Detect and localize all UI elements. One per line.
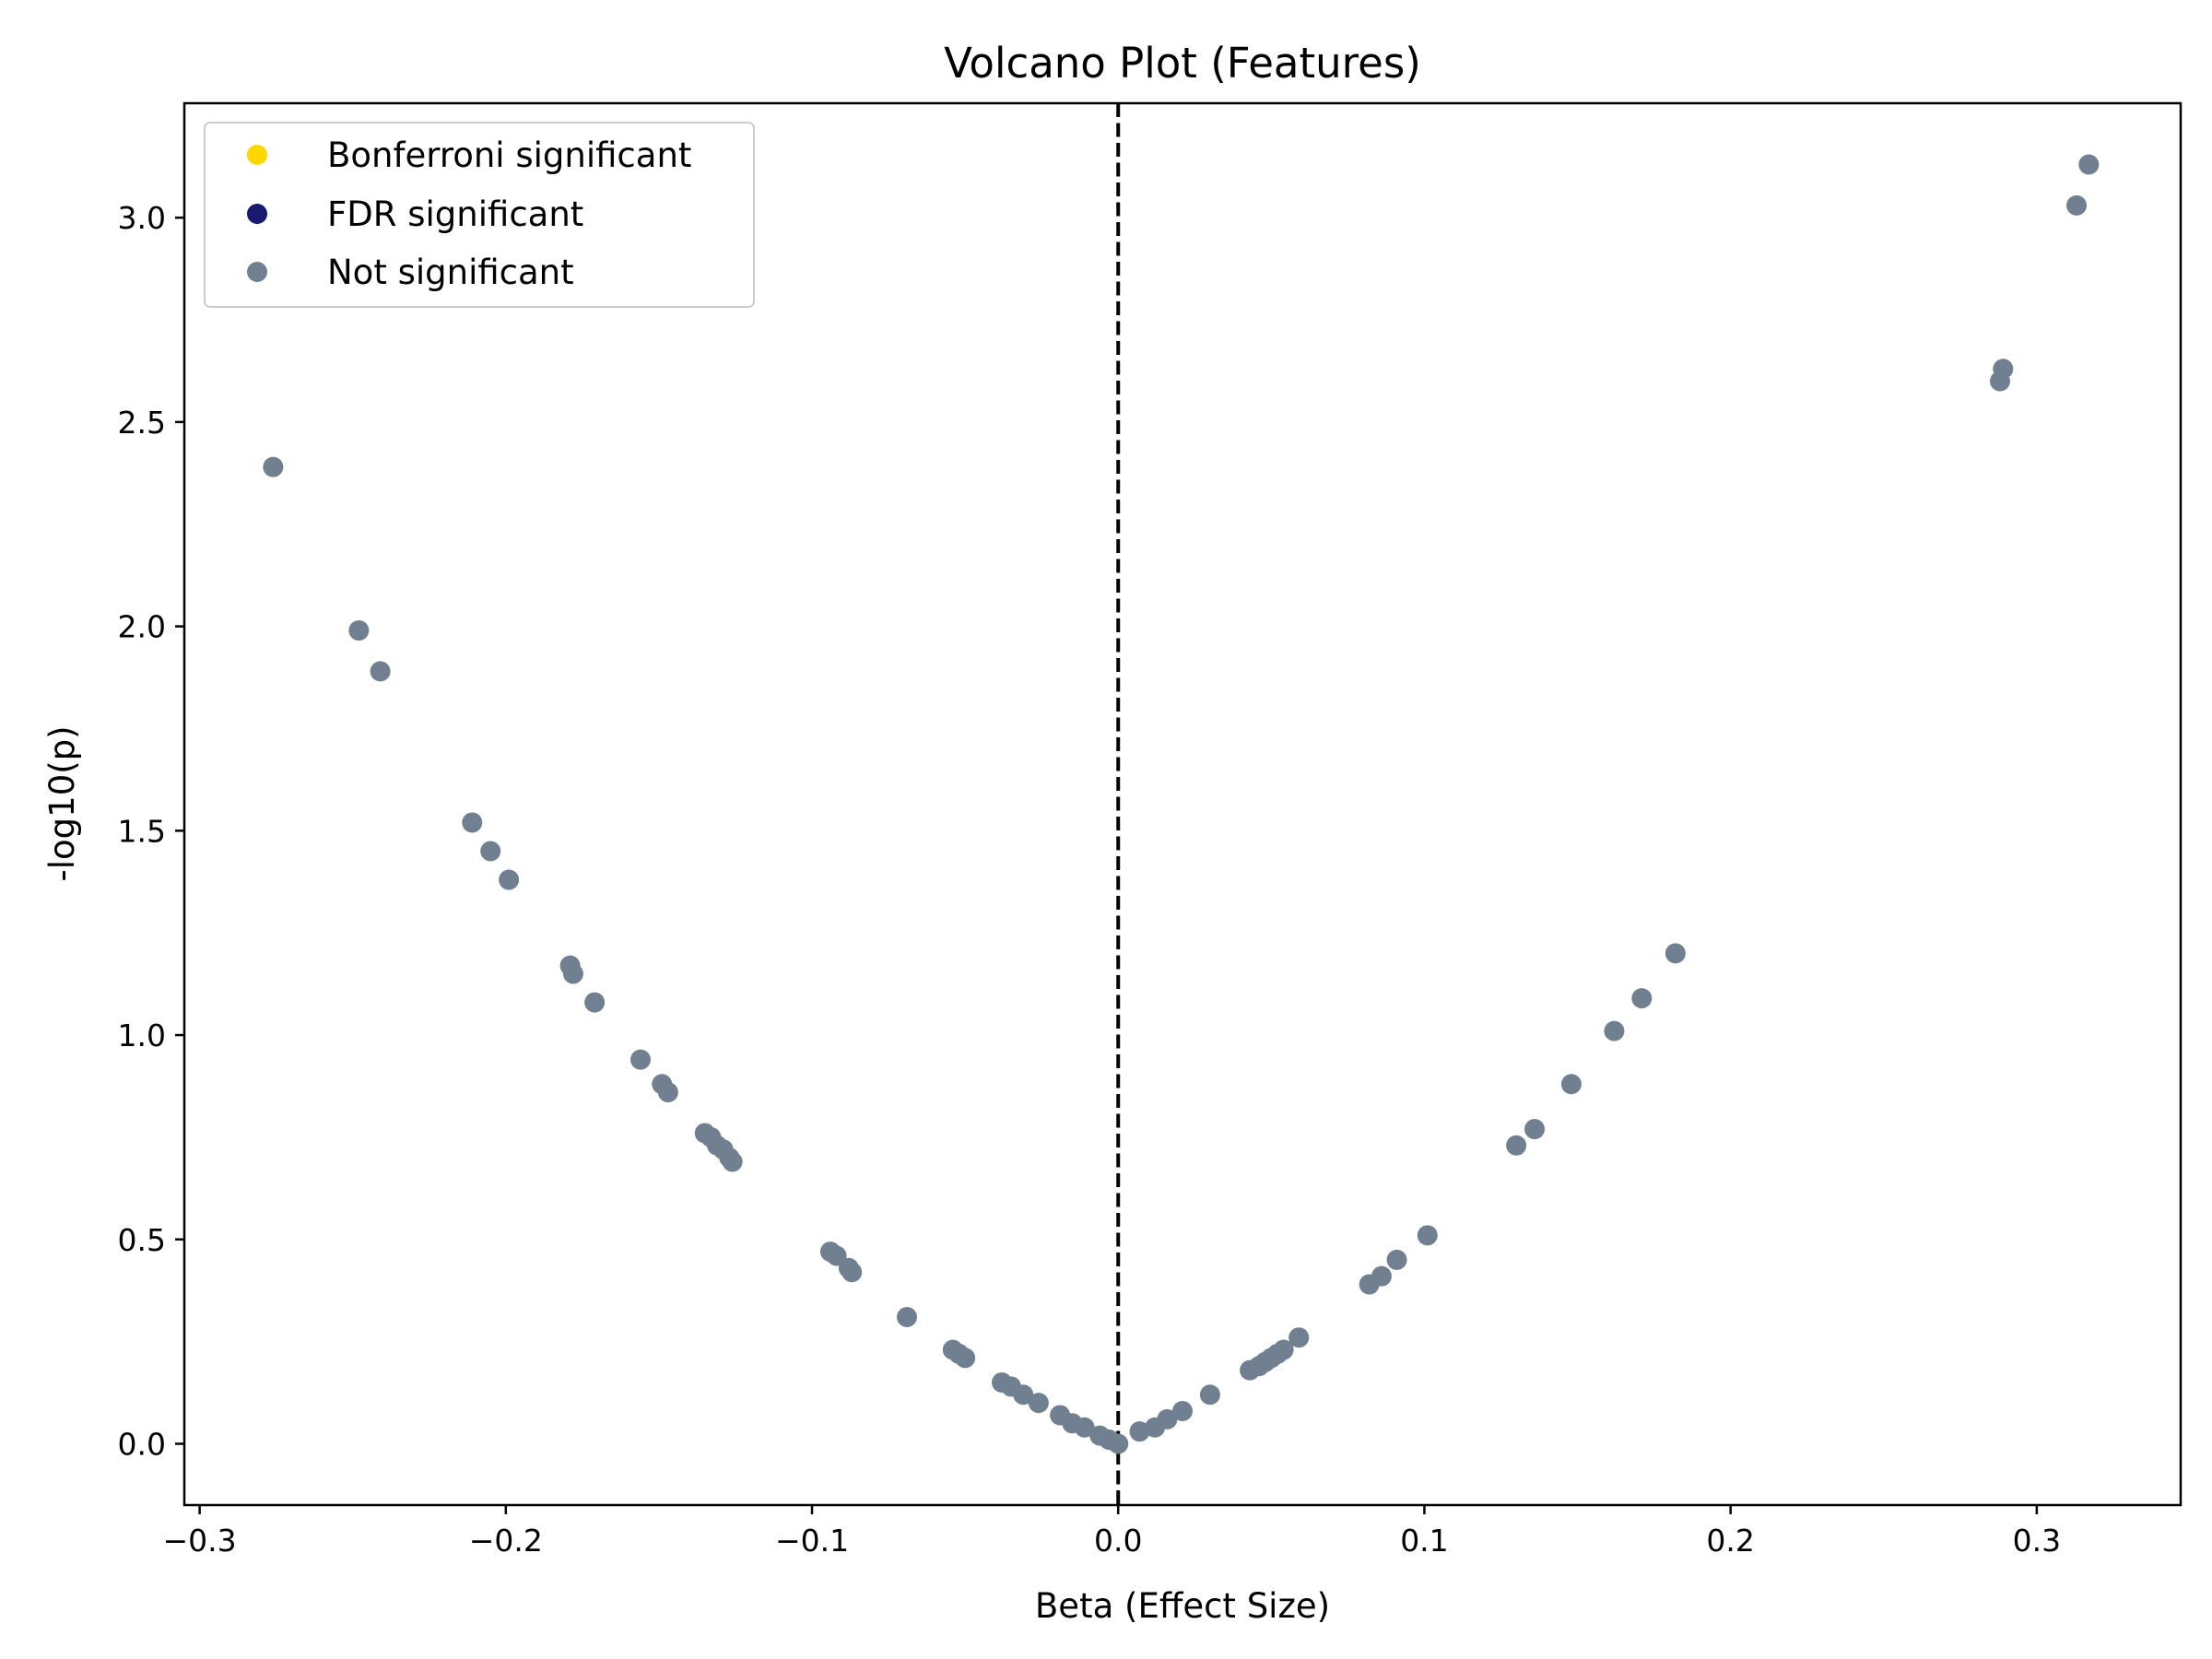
x-tick-label: 0.2: [1706, 1523, 1754, 1559]
point-not-significant-19: [826, 1245, 847, 1266]
point-not-significant-32: [1074, 1417, 1095, 1438]
legend-label-fdr: FDR significant: [327, 194, 583, 234]
y-tick-label: 2.0: [118, 609, 166, 645]
point-not-significant-22: [897, 1307, 918, 1328]
point-not-significant-28: [1013, 1384, 1034, 1406]
point-not-significant-56: [1631, 988, 1653, 1009]
point-not-significant-54: [1560, 1074, 1582, 1095]
point-not-significant-40: [1199, 1384, 1220, 1406]
point-not-significant-21: [841, 1262, 863, 1283]
plot-frame: [182, 101, 2183, 1507]
y-tick-label: 2.5: [118, 405, 166, 441]
point-not-significant-9: [629, 1049, 651, 1070]
point-not-significant-38: [1157, 1408, 1178, 1430]
point-not-significant-59: [1993, 359, 2014, 380]
point-not-significant-39: [1172, 1401, 1193, 1422]
point-not-significant-17: [722, 1151, 743, 1172]
x-tick-label: −0.2: [469, 1523, 543, 1559]
point-not-significant-5: [499, 869, 520, 890]
point-not-significant-11: [657, 1082, 678, 1103]
point-not-significant-47: [1288, 1327, 1310, 1348]
point-not-significant-50: [1386, 1249, 1407, 1270]
point-not-significant-60: [2066, 194, 2088, 216]
point-not-significant-29: [1028, 1393, 1049, 1414]
x-axis: −0.3 −0.2 −0.1 0.0 0.1 0.2 0.3: [163, 1505, 2061, 1559]
point-not-significant-35: [1108, 1433, 1129, 1454]
x-tick-label: 0.1: [1400, 1523, 1448, 1559]
x-tick-label: 0.0: [1094, 1523, 1142, 1559]
point-not-significant-57: [1665, 943, 1686, 964]
point-not-significant-1: [348, 620, 370, 641]
point-not-significant-8: [584, 992, 606, 1013]
legend-frame: [204, 122, 755, 308]
y-tick-label: 1.5: [118, 813, 166, 849]
legend-marker-bonferroni: [247, 145, 267, 165]
legend-marker-not-significant: [247, 262, 267, 282]
y-tick-label: 0.0: [118, 1426, 166, 1462]
point-not-significant-55: [1604, 1020, 1625, 1041]
y-tick-label: 3.0: [118, 200, 166, 236]
legend-label-not-significant: Not significant: [327, 253, 574, 292]
point-not-significant-36: [1129, 1421, 1150, 1442]
legend-label-bonferroni: Bonferroni significant: [327, 135, 691, 175]
x-tick-label: −0.3: [163, 1523, 237, 1559]
point-not-significant-46: [1273, 1339, 1294, 1360]
legend-marker-fdr: [247, 204, 267, 224]
point-not-significant-7: [562, 963, 583, 984]
x-tick-label: 0.3: [2013, 1523, 2061, 1559]
point-not-significant-2: [370, 661, 391, 682]
y-axis-title: -log10(p): [42, 725, 82, 881]
point-not-significant-61: [2078, 154, 2100, 175]
point-not-significant-0: [263, 456, 284, 477]
point-not-significant-52: [1506, 1135, 1527, 1156]
point-not-significant-51: [1417, 1225, 1438, 1246]
point-not-significant-4: [480, 841, 501, 862]
point-not-significant-49: [1371, 1265, 1392, 1287]
x-axis-title: Beta (Effect Size): [1035, 1586, 1330, 1626]
plot-area: [263, 103, 2100, 1505]
point-not-significant-25: [955, 1347, 976, 1369]
chart-title: Volcano Plot (Features): [944, 39, 1421, 88]
point-not-significant-3: [462, 812, 483, 833]
y-axis: 0.0 0.5 1.0 1.5 2.0 2.5 3.0: [118, 200, 184, 1462]
y-tick-label: 0.5: [118, 1222, 166, 1258]
point-not-significant-53: [1524, 1119, 1546, 1140]
legend: Bonferroni significant FDR significant N…: [204, 122, 755, 308]
y-tick-label: 1.0: [118, 1018, 166, 1053]
x-tick-label: −0.1: [775, 1523, 849, 1559]
